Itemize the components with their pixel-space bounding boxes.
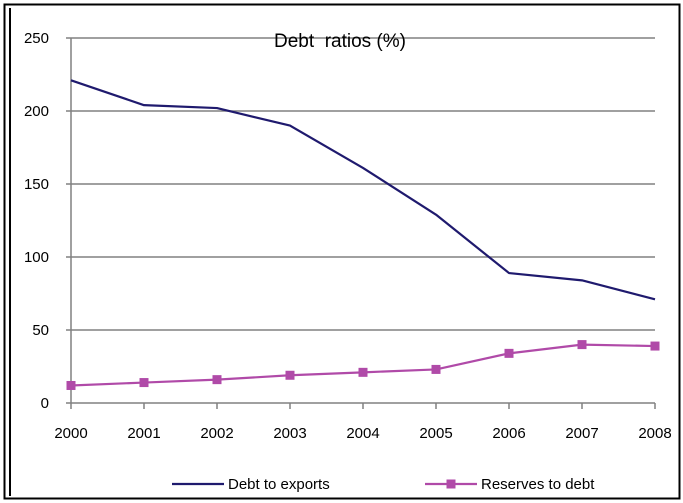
data-point-marker bbox=[212, 375, 222, 385]
series-layer bbox=[66, 79, 660, 390]
x-tick-label: 2001 bbox=[127, 425, 160, 442]
gridlines bbox=[71, 37, 655, 331]
x-tick-label: 2006 bbox=[492, 425, 525, 442]
y-tick-label: 50 bbox=[32, 322, 49, 339]
data-point-marker bbox=[431, 364, 441, 374]
data-point-marker bbox=[650, 341, 660, 351]
x-axis-ticks: 2000 2001 2002 2003 2004 2005 2006 2007 2008 bbox=[54, 403, 672, 442]
x-tick-label: 2003 bbox=[273, 425, 306, 442]
y-tick-label: 150 bbox=[24, 176, 49, 193]
legend-swatch-marker bbox=[446, 479, 456, 489]
data-point-marker bbox=[66, 380, 76, 390]
y-tick-label: 250 bbox=[24, 30, 49, 47]
x-tick-label: 2002 bbox=[200, 425, 233, 442]
data-point-marker bbox=[577, 340, 587, 350]
y-tick-label: 0 bbox=[41, 395, 49, 412]
x-tick-label: 2000 bbox=[54, 425, 87, 442]
legend: Debt to exports Reserves to debt bbox=[172, 476, 595, 493]
data-point-marker bbox=[504, 348, 514, 358]
chart-border bbox=[3, 3, 681, 500]
chart-title: Debt ratios (%) bbox=[274, 31, 406, 52]
y-tick-label: 200 bbox=[24, 103, 49, 120]
y-tick-label: 100 bbox=[24, 249, 49, 266]
y-axis-ticks: 0 50 100 150 200 250 bbox=[24, 30, 71, 412]
data-point-marker bbox=[139, 378, 149, 388]
legend-label: Reserves to debt bbox=[481, 476, 595, 493]
x-tick-label: 2005 bbox=[419, 425, 452, 442]
x-tick-label: 2007 bbox=[565, 425, 598, 442]
series-line-1 bbox=[70, 79, 656, 301]
x-tick-label: 2008 bbox=[638, 425, 671, 442]
data-point-marker bbox=[358, 367, 368, 377]
data-point-marker bbox=[285, 370, 295, 380]
x-tick-label: 2004 bbox=[346, 425, 379, 442]
legend-label: Debt to exports bbox=[228, 476, 330, 493]
